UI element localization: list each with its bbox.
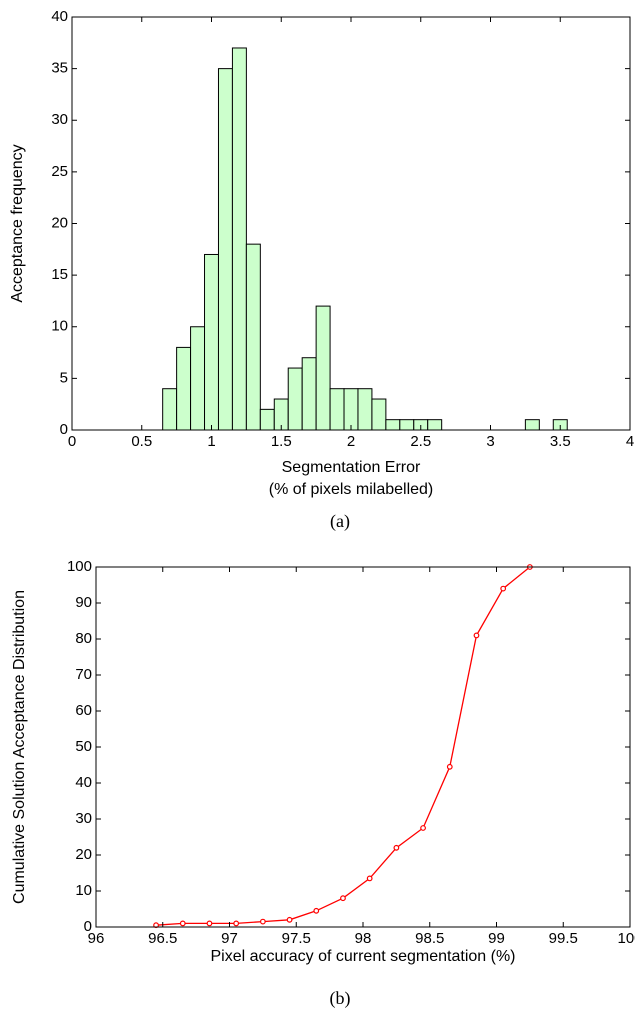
- bar: [399, 419, 415, 431]
- x-tick-label: 3: [486, 433, 494, 450]
- x-tick-label: 98: [355, 930, 372, 947]
- bar: [204, 253, 219, 431]
- x-tick-label: 99: [488, 930, 505, 947]
- caption: (b): [330, 988, 351, 1009]
- point: [420, 825, 426, 831]
- y-axis-label: Cumulative Solution Acceptance Distribut…: [11, 590, 28, 904]
- bar: [287, 367, 303, 431]
- x-tick-label: 98.5: [415, 930, 444, 947]
- y-tick-label: 15: [51, 266, 68, 283]
- bar: [385, 419, 401, 431]
- point: [259, 918, 266, 925]
- bar: [231, 47, 247, 431]
- x-tick-label: 1: [207, 433, 215, 450]
- line: [156, 566, 531, 926]
- bar: [162, 388, 178, 431]
- x-tick-label: 4: [626, 433, 634, 450]
- y-tick-label: 40: [51, 8, 68, 25]
- point: [286, 916, 293, 923]
- y-tick-label: 90: [75, 594, 92, 611]
- bar: [315, 305, 331, 431]
- x-axis-label: Segmentation Error: [282, 459, 421, 476]
- x-tick-label: 0: [68, 433, 76, 450]
- x-tick-label: 96: [88, 930, 105, 947]
- y-tick-label: 50: [75, 738, 92, 755]
- point: [206, 920, 213, 927]
- y-tick-label: 100: [67, 558, 92, 575]
- bar: [190, 326, 206, 431]
- bar: [343, 388, 359, 431]
- x-tick-label: 99.5: [549, 930, 578, 947]
- point: [233, 920, 240, 927]
- bar: [301, 357, 317, 431]
- x-tick-label: 100: [617, 930, 635, 947]
- y-tick-label: 0: [60, 421, 68, 438]
- x-tick-label: 2: [347, 433, 355, 450]
- y-tick-label: 30: [75, 810, 92, 827]
- y-tick-label: 0: [84, 918, 92, 935]
- y-tick-label: 5: [60, 369, 68, 386]
- bar: [259, 408, 275, 431]
- point: [473, 632, 480, 639]
- x-tick-label: 1.5: [271, 433, 292, 450]
- y-tick-label: 30: [51, 111, 68, 128]
- y-tick-label: 70: [75, 666, 92, 683]
- y-tick-label: 10: [75, 882, 92, 899]
- y-tick-label: 40: [75, 774, 92, 791]
- y-tick-label: 20: [51, 214, 68, 231]
- plot-frame: [71, 16, 631, 431]
- x-tick-label: 3.5: [550, 433, 571, 450]
- bar: [245, 243, 261, 431]
- x-axis-label: (% of pixels milabelled): [269, 481, 434, 498]
- bar: [357, 388, 373, 431]
- point: [179, 920, 186, 927]
- x-tick-label: 97: [221, 930, 238, 947]
- plot-frame: [95, 566, 631, 928]
- caption: (a): [330, 511, 350, 532]
- point: [340, 895, 346, 902]
- bar: [524, 419, 540, 431]
- x-tick-label: 96.5: [148, 930, 177, 947]
- y-tick-label: 25: [51, 163, 68, 180]
- point: [393, 844, 400, 851]
- bar: [371, 398, 387, 431]
- x-tick-label: 0.5: [131, 433, 152, 450]
- point: [500, 585, 507, 592]
- y-tick-label: 35: [51, 60, 68, 77]
- x-axis-label: Pixel accuracy of current segmentation (…: [210, 948, 515, 965]
- y-tick-label: 20: [75, 846, 92, 863]
- chart: 96 96.5 97 97.5 98 98.5 99 99.5 100 0 10 20 30 40 50 60…: [11, 558, 635, 1009]
- y-tick-label: 10: [51, 318, 68, 335]
- point: [446, 763, 453, 770]
- bar: [217, 68, 233, 431]
- x-tick-label: 2.5: [410, 433, 431, 450]
- y-axis-label: Acceptance frequency: [9, 144, 26, 302]
- chart: 0 0.5 1 1.5 2 2.5 3 3.5 40510152025303540Segment…: [9, 8, 634, 532]
- bar: [176, 346, 192, 431]
- bar: [329, 388, 345, 431]
- y-tick-label: 60: [75, 702, 92, 719]
- point: [366, 875, 373, 882]
- x-tick-label: 97.5: [282, 930, 311, 947]
- y-tick-label: 80: [75, 630, 92, 647]
- bar: [427, 419, 443, 431]
- point: [313, 907, 320, 914]
